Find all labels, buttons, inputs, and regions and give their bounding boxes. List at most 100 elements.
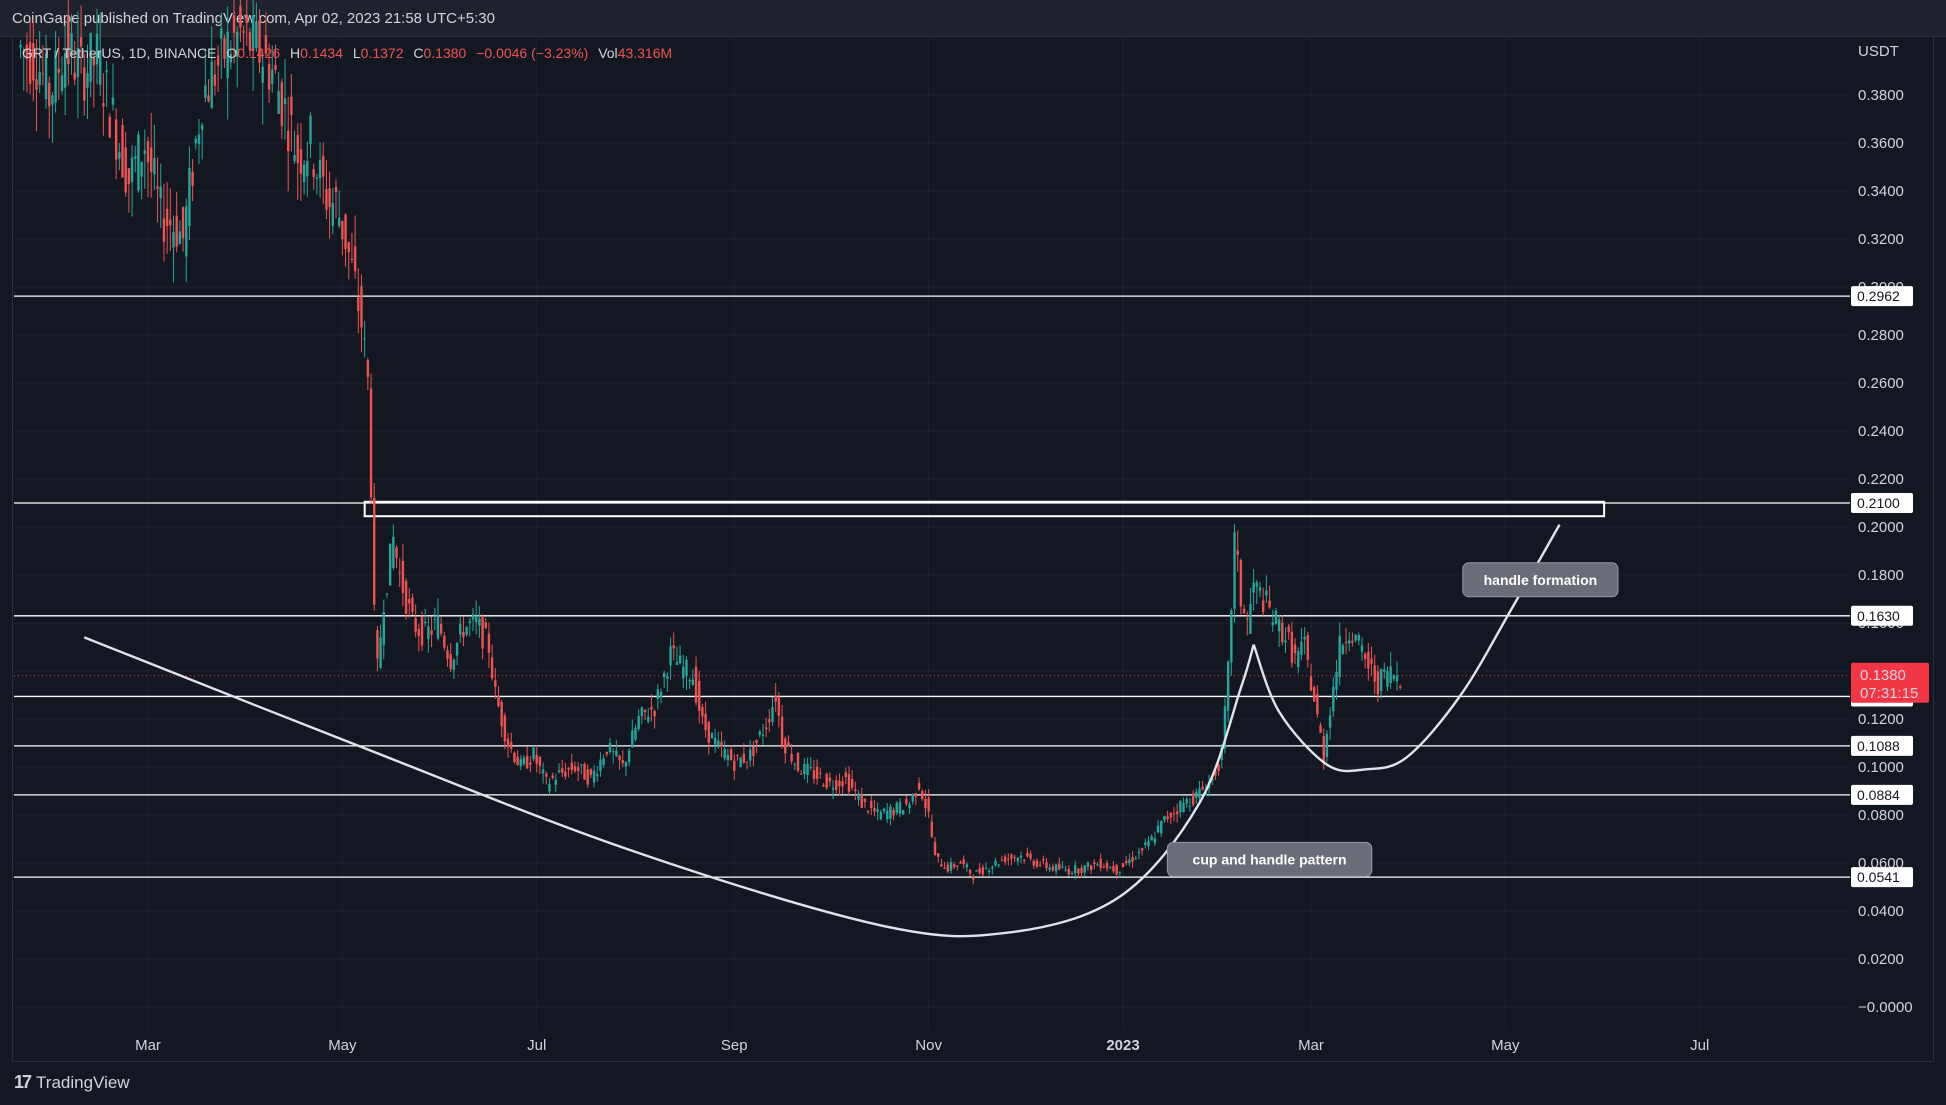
candle-body [1395, 675, 1399, 682]
candle-body [63, 53, 67, 88]
time-tick-label: May [328, 1037, 357, 1054]
candle-body [720, 742, 723, 747]
time-axis[interactable]: Mar May Jul Sep Nov 2023 Mar May Jul [135, 1037, 1709, 1054]
resistance-zone[interactable] [363, 500, 1606, 518]
candle-body [653, 710, 656, 717]
candle-body [1109, 867, 1112, 869]
candle-body [1061, 866, 1064, 868]
candle-body [1233, 532, 1236, 609]
candle-body [57, 68, 60, 73]
candle-body [532, 747, 535, 760]
candle-body [1367, 651, 1370, 669]
candle-body [573, 766, 577, 772]
candle-body [70, 33, 73, 57]
candle-body [503, 715, 507, 742]
candle-body [325, 189, 328, 210]
candle-body [1045, 862, 1048, 868]
candle-body [650, 706, 653, 710]
candle-body [427, 626, 430, 640]
candle-body [185, 206, 188, 257]
candle-body [666, 676, 669, 679]
candle-body [443, 635, 446, 648]
price-tick-label: 0.2200 [1858, 471, 1904, 488]
candle-body [379, 637, 382, 668]
candle-body [1038, 864, 1042, 866]
candle-body [204, 85, 207, 98]
candle-body [315, 177, 319, 179]
candle-body [296, 134, 299, 164]
candle-body [497, 695, 500, 707]
candle-body [487, 633, 491, 653]
annotation-box[interactable] [1462, 562, 1619, 598]
candle-body [561, 768, 564, 773]
candle-body [739, 757, 742, 767]
tradingview-logo[interactable]: 17 TradingView [14, 1072, 130, 1093]
candle-body [28, 42, 32, 85]
candle-body [1153, 838, 1157, 844]
handle-curve[interactable] [1252, 524, 1561, 773]
candle-body [366, 360, 370, 377]
candle-body [1354, 634, 1357, 641]
candle-body [729, 749, 733, 760]
candle-body [835, 780, 838, 790]
candle-body [280, 82, 284, 127]
low-value: 0.1372 [360, 45, 404, 61]
candle-body [1089, 865, 1093, 870]
candle-body [1265, 590, 1268, 596]
candle-body [1268, 600, 1271, 608]
candle-body [127, 168, 131, 185]
candle-body [914, 793, 918, 797]
candle-body [465, 627, 468, 635]
candle-body [1083, 865, 1086, 873]
candle-body [153, 158, 156, 175]
candle-body [44, 53, 48, 100]
candle-body [793, 764, 797, 766]
candle-body [1099, 858, 1102, 868]
candle-body [191, 171, 194, 186]
candle-body [455, 643, 459, 656]
symbol-name[interactable]: GRT / TetherUS, 1D, BINANCE [22, 45, 217, 61]
candle-body [685, 659, 688, 677]
candle-body [672, 645, 675, 649]
candle-body [1261, 600, 1265, 613]
candle-body [943, 867, 946, 869]
time-tick-label: Jul [1690, 1037, 1709, 1054]
candle-body [580, 764, 583, 766]
candle-body [1198, 788, 1201, 798]
candle-body [1389, 666, 1392, 683]
candle-body [99, 50, 102, 85]
candle-body [799, 773, 803, 775]
candle-body [936, 853, 940, 857]
candle-body [1029, 853, 1032, 859]
candlestick-series [19, 0, 1402, 885]
candle-body [38, 71, 41, 85]
candle-body [933, 841, 937, 855]
candle-body [1169, 813, 1172, 818]
candle-body [930, 821, 934, 837]
annotation-box[interactable] [1166, 841, 1373, 877]
low-label: L [352, 45, 361, 61]
candle-body [1204, 792, 1208, 796]
candle-body [376, 630, 379, 659]
cup-curve[interactable] [83, 636, 1255, 938]
time-tick-label: Nov [915, 1037, 942, 1054]
candle-body [172, 232, 175, 248]
candle-body [293, 154, 296, 162]
candle-body [627, 750, 631, 763]
candle-body [541, 769, 545, 774]
candle-body [1137, 851, 1141, 854]
candle-body [860, 794, 863, 808]
candle-body [959, 862, 962, 864]
candle-body [529, 762, 532, 765]
candle-body [701, 707, 704, 717]
candle-body [637, 715, 640, 730]
candle-body [1058, 863, 1061, 870]
candle-body [500, 701, 503, 727]
candle-body [570, 762, 573, 771]
candle-body [1080, 867, 1083, 873]
time-tick-label: 2023 [1106, 1037, 1139, 1054]
candle-body [484, 622, 487, 629]
candle-body [605, 751, 609, 755]
candle-body [213, 74, 217, 86]
